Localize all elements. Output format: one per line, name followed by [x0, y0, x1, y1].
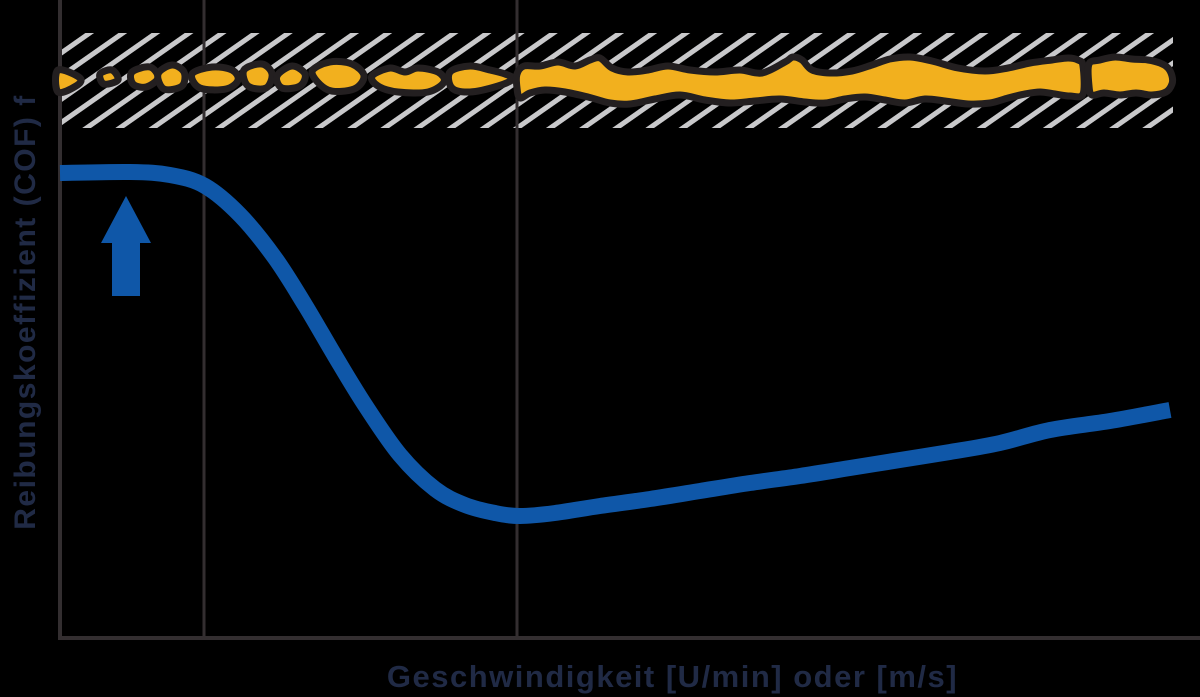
film-blob-7: [273, 62, 309, 93]
up-arrow: [101, 196, 151, 296]
film-blob-2: [96, 66, 122, 88]
film-blob-3: [126, 63, 162, 91]
film-blob-1: [51, 66, 85, 97]
film-band-segment-1: [512, 53, 1088, 108]
y-axis-label: Reibungskoeffizient (COF) f: [9, 94, 42, 530]
film-blob-5: [188, 63, 242, 94]
film-band-segment-2: [1084, 53, 1177, 99]
film-blob-8: [308, 57, 368, 96]
x-axis-label: Geschwindigkeit [U/min] oder [m/s]: [386, 659, 959, 694]
film-blob-6: [239, 60, 276, 93]
friction-curve: [59, 163, 1172, 525]
film-blob-9: [367, 64, 448, 97]
film-blob-4: [154, 61, 189, 94]
